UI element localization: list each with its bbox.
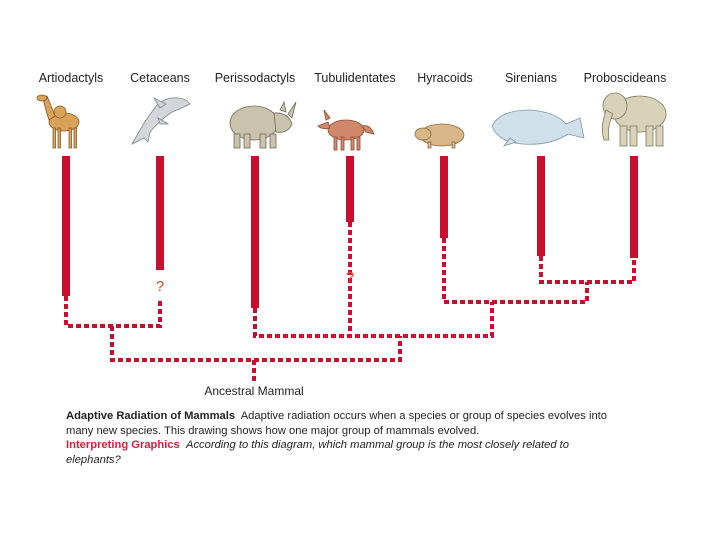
label-proboscideans: Proboscideans: [583, 71, 667, 85]
label-perissodactyls: Perissodactyls: [214, 71, 296, 85]
ancestral-connectors: [64, 222, 636, 384]
label-tubulidentates: Tubulidentates: [314, 71, 396, 85]
elephant-icon: [602, 92, 667, 147]
caption-title: Adaptive Radiation of Mammals: [66, 410, 236, 422]
caption-text: Adaptive radiation occurs when a species…: [66, 410, 607, 437]
question-text: According to this diagram, which mammal …: [66, 439, 570, 466]
lineage-bar-cetaceans: [156, 156, 164, 270]
question-mark-cetaceans: ?: [156, 278, 164, 295]
ancestral-mammal-label: Ancestral Mammal: [204, 384, 304, 398]
connector-root: [110, 326, 402, 362]
lineage-bar-perissodactyls: [251, 156, 259, 308]
lineage-bar-sirenians: [537, 156, 545, 256]
question-mark-tubulidentates: ?: [346, 269, 354, 286]
aardvark-icon: [317, 109, 375, 151]
figure-caption: Adaptive Radiation of Mammals Adaptive r…: [66, 409, 626, 467]
connector-perissodactyls-group: [253, 302, 494, 338]
label-hyracoids: Hyracoids: [417, 71, 473, 85]
label-artiodactyls: Artiodactyls: [38, 71, 104, 85]
connector-hyracoids: [442, 238, 589, 304]
rhinoceros-icon: [229, 100, 297, 149]
lineage-bars: [62, 156, 638, 308]
dolphin-icon: [130, 97, 191, 145]
hyrax-icon: [414, 123, 465, 149]
label-cetaceans: Cetaceans: [130, 71, 190, 85]
question-title: Interpreting Graphics: [66, 439, 180, 451]
connector-sirenians-proboscideans: [539, 256, 636, 284]
camel-icon: [36, 94, 80, 149]
lineage-bar-proboscideans: [630, 156, 638, 258]
connector-artiodactyls-cetaceans: [64, 296, 162, 328]
lineage-bar-artiodactyls: [62, 156, 70, 296]
label-sirenians: Sirenians: [504, 71, 558, 85]
lineage-bar-hyracoids: [440, 156, 448, 238]
manatee-icon: [491, 109, 585, 147]
lineage-bar-tubulidentates: [346, 156, 354, 222]
